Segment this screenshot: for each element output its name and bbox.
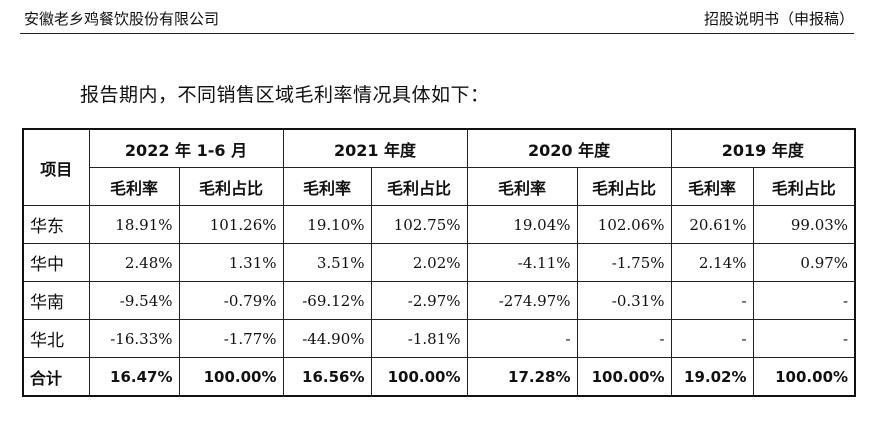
header-divider — [20, 33, 854, 34]
gross-margin-cell: 2.48% — [88, 243, 180, 282]
gross-profit-share-header: 毛利占比 — [178, 167, 284, 206]
gross-profit-share-cell: 100.00% — [576, 357, 672, 397]
period-header: 2019 年度 — [670, 128, 856, 168]
gross-profit-share-cell: 100.00% — [752, 357, 856, 397]
gross-profit-share-cell: -0.79% — [178, 281, 284, 320]
gross-margin-cell: -44.90% — [282, 319, 372, 358]
gross-profit-share-cell: -1.75% — [576, 243, 672, 282]
gross-margin-cell: - — [466, 319, 578, 358]
gross-profit-share-header: 毛利占比 — [370, 167, 468, 206]
table-row: 华东 18.91% 101.26% 19.10% 102.75% 19.04% 102.06… — [22, 205, 856, 244]
gross-margin-cell: 18.91% — [88, 205, 180, 244]
region-cell: 华南 — [22, 281, 90, 320]
region-cell: 华中 — [22, 243, 90, 282]
gross-margin-cell: 3.51% — [282, 243, 372, 282]
period-header: 2021 年度 — [282, 128, 468, 168]
gross-margin-table: 项目 2022 年 1-6 月 2021 年度 2020 年度 2019 年度 … — [22, 128, 857, 397]
gross-profit-share-cell: 100.00% — [370, 357, 468, 397]
region-cell: 华东 — [22, 205, 90, 244]
total-row: 合计 16.47% 100.00% 16.56% 100.00% 17.28% 100.00… — [22, 357, 856, 397]
gross-profit-share-cell: 102.75% — [370, 205, 468, 244]
gross-margin-cell: -16.33% — [88, 319, 180, 358]
gross-margin-cell: 19.04% — [466, 205, 578, 244]
gross-profit-share-cell: - — [752, 281, 856, 320]
gross-margin-cell: 19.02% — [670, 357, 754, 397]
gross-profit-share-cell: 101.26% — [178, 205, 284, 244]
table-row: 华南 -9.54% -0.79% -69.12% -2.97% -274.97% -0.31… — [22, 281, 856, 320]
gross-profit-share-cell: 102.06% — [576, 205, 672, 244]
gross-profit-share-cell: -2.97% — [370, 281, 468, 320]
gross-margin-cell: - — [670, 281, 754, 320]
gross-margin-header: 毛利率 — [466, 167, 578, 206]
period-header: 2022 年 1-6 月 — [88, 128, 284, 168]
gross-margin-cell: -274.97% — [466, 281, 578, 320]
gross-profit-share-cell: 100.00% — [178, 357, 284, 397]
gross-profit-share-cell: -1.81% — [370, 319, 468, 358]
gross-profit-share-cell: 2.02% — [370, 243, 468, 282]
gross-margin-cell: -9.54% — [88, 281, 180, 320]
gross-profit-share-header: 毛利占比 — [576, 167, 672, 206]
gross-profit-share-cell: -0.31% — [576, 281, 672, 320]
region-cell: 华北 — [22, 319, 90, 358]
table-row: 华中 2.48% 1.31% 3.51% 2.02% -4.11% -1.75% 2.14% 0… — [22, 243, 856, 282]
item-header: 项目 — [22, 128, 90, 206]
period-header: 2020 年度 — [466, 128, 672, 168]
gross-profit-share-cell: -1.77% — [178, 319, 284, 358]
gross-margin-cell: 16.47% — [88, 357, 180, 397]
table-row: 华北 -16.33% -1.77% -44.90% -1.81% - - - - — [22, 319, 856, 358]
gross-margin-header: 毛利率 — [88, 167, 180, 206]
gross-margin-cell: 16.56% — [282, 357, 372, 397]
gross-profit-share-cell: 0.97% — [752, 243, 856, 282]
gross-margin-header: 毛利率 — [282, 167, 372, 206]
gross-profit-share-cell: 99.03% — [752, 205, 856, 244]
gross-profit-share-cell: - — [752, 319, 856, 358]
gross-profit-share-cell: - — [576, 319, 672, 358]
gross-margin-cell: -4.11% — [466, 243, 578, 282]
gross-margin-header: 毛利率 — [670, 167, 754, 206]
gross-margin-cell: - — [670, 319, 754, 358]
gross-profit-share-cell: 1.31% — [178, 243, 284, 282]
region-cell: 合计 — [22, 357, 90, 397]
gross-margin-cell: 2.14% — [670, 243, 754, 282]
gross-margin-cell: 17.28% — [466, 357, 578, 397]
company-name: 安徽老乡鸡餐饮股份有限公司 — [24, 10, 220, 28]
document-title: 招股说明书（申报稿） — [703, 10, 854, 28]
intro-paragraph: 报告期内，不同销售区域毛利率情况具体如下： — [80, 84, 490, 106]
gross-margin-cell: -69.12% — [282, 281, 372, 320]
gross-profit-share-header: 毛利占比 — [752, 167, 856, 206]
gross-margin-cell: 19.10% — [282, 205, 372, 244]
gross-margin-cell: 20.61% — [670, 205, 754, 244]
